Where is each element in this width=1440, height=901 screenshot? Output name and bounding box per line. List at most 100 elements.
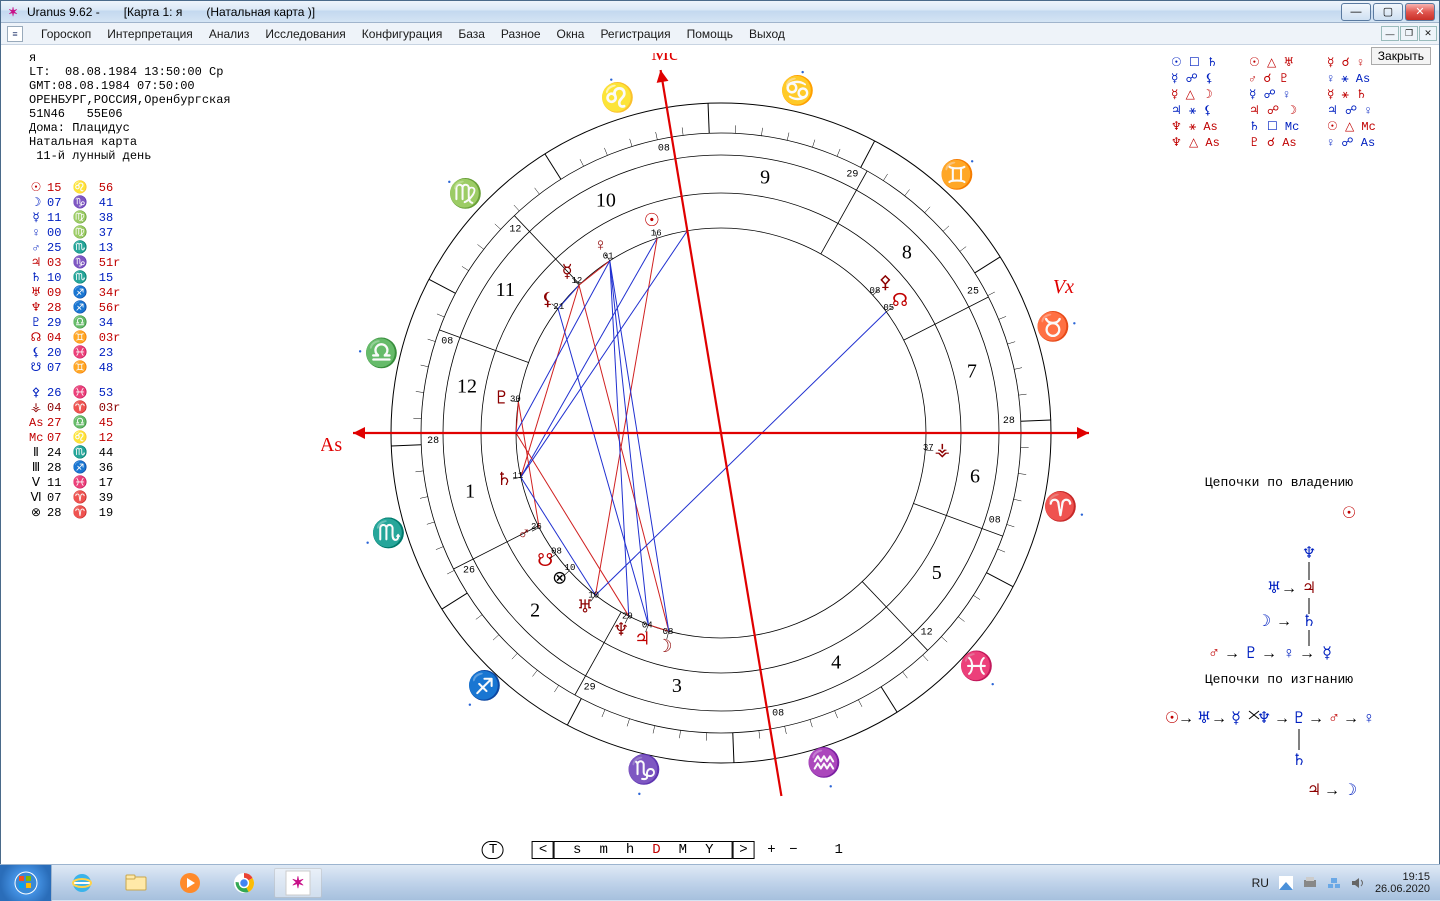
svg-text:29: 29 [846, 170, 858, 181]
app-icon: ✶ [5, 5, 21, 19]
time-navigator: T < smhDMY > + − 1 [482, 841, 843, 859]
planet-row: ♂25 ♏ 13 [29, 241, 120, 256]
aspects-table: ☉ ☐ ♄☉ △ ♅☿ ☌ ♀☿ ☍ ⚸♂ ☌ ♇♀ ⚹ As☿ △ ☽☿ ☍ … [1171, 55, 1389, 151]
svg-text:♈: ♈ [1043, 490, 1078, 523]
aspects-row: ♆ △ As♇ ☌ As♀ ☍ As [1171, 135, 1389, 151]
maximize-button[interactable]: ▢ [1373, 3, 1403, 21]
chart-header-info: я LT: 08.08.1984 13:50:00 Ср GMT:08.08.1… [29, 51, 231, 163]
taskbar-explorer-icon[interactable] [112, 868, 160, 898]
svg-text:☿: ☿ [1322, 645, 1332, 662]
svg-text:29: 29 [584, 682, 596, 693]
planet-row: ☊04 ♊ 03r [29, 331, 120, 346]
planet-row: Ⅵ07 ♈ 39 [29, 491, 120, 506]
tray-printer-icon[interactable] [1303, 876, 1317, 890]
tray-clock[interactable]: 19:15 26.06.2020 [1375, 871, 1430, 895]
chains-block: Цепочки по владению ☉ ♆ ♅→ ♃ ☽→ ♄ ♂→ ♇→ … [1149, 475, 1409, 809]
svg-text:♆: ♆ [1302, 545, 1316, 562]
close-button[interactable]: ✕ [1405, 3, 1435, 21]
tray-language[interactable]: RU [1252, 876, 1269, 890]
svg-text:♌: ♌ [600, 81, 635, 114]
mdi-close[interactable]: ✕ [1419, 26, 1437, 41]
svg-text:08: 08 [551, 547, 562, 557]
menu-item[interactable]: Разное [493, 25, 549, 43]
windows-taskbar[interactable]: ✶ RU 19:15 26.06.2020 [0, 864, 1440, 900]
svg-text:04: 04 [642, 621, 653, 631]
nav-unit[interactable]: h [626, 842, 634, 858]
taskbar-ie-icon[interactable] [58, 868, 106, 898]
svg-text:4: 4 [831, 651, 841, 673]
nav-today-button[interactable]: T [482, 841, 504, 859]
menu-item[interactable]: Гороскоп [33, 25, 99, 43]
menu-icon-stack[interactable]: ≡ [7, 26, 23, 42]
menu-item[interactable]: Помощь [679, 25, 741, 43]
svg-text:08: 08 [870, 286, 881, 296]
planet-row: ♅09 ♐ 34r [29, 286, 120, 301]
taskbar-chrome-icon[interactable] [220, 868, 268, 898]
menu-item[interactable]: Исследования [257, 25, 353, 43]
mdi-minimize[interactable]: ― [1381, 26, 1399, 41]
nav-unit-strip[interactable]: smhDMY [554, 841, 732, 859]
nav-prev-button[interactable]: < [532, 841, 554, 859]
svg-text:3: 3 [672, 675, 682, 697]
svg-text:☽: ☽ [1343, 782, 1357, 799]
planet-row: Mc07 ♌ 12 [29, 431, 120, 446]
menu-item[interactable]: Интерпретация [99, 25, 201, 43]
title-card: [Карта 1: я [124, 5, 183, 19]
svg-text:♐: ♐ [467, 669, 502, 702]
aspects-row: ☿ △ ☽☿ ☍ ♀☿ ⚹ ♄ [1171, 87, 1389, 103]
natal-chart-wheel: ♈♉♊♋♌♍♎♏♐♑♒♓2826290812082825290812081234… [321, 53, 1141, 843]
menu-item[interactable]: Выход [741, 25, 793, 43]
svg-text:♒: ♒ [807, 746, 842, 779]
nav-unit[interactable]: D [652, 842, 660, 858]
nav-unit[interactable]: M [679, 842, 687, 858]
planet-row: ⊗28 ♈ 19 [29, 506, 120, 521]
titlebar[interactable]: ✶ Uranus 9.62 - [Карта 1: я (Натальная к… [1, 1, 1439, 23]
svg-text:28: 28 [1003, 416, 1015, 427]
svg-text:16: 16 [651, 228, 662, 238]
tray-network-icon[interactable] [1327, 876, 1341, 890]
svg-text:♆: ♆ [613, 619, 629, 639]
svg-text:12: 12 [921, 628, 933, 639]
content-area: Закрыть я LT: 08.08.1984 13:50:00 Ср GMT… [1, 45, 1439, 881]
svg-text:30: 30 [510, 394, 521, 404]
menu-item[interactable]: Анализ [201, 25, 258, 43]
chains-diagram-1: ☉ ♆ ♅→ ♃ ☽→ ♄ ♂→ ♇→ ♀→ ☿ [1169, 498, 1389, 668]
nav-next-button[interactable]: > [732, 841, 754, 859]
svg-text:10: 10 [565, 563, 576, 573]
nav-unit[interactable]: m [599, 842, 607, 858]
planet-row: ♀00 ♍ 37 [29, 226, 120, 241]
svg-text:→: → [1224, 645, 1240, 662]
menu-item[interactable]: Окна [549, 25, 593, 43]
svg-text:→: → [1281, 580, 1297, 597]
minimize-button[interactable]: ― [1341, 3, 1371, 21]
svg-text:08: 08 [663, 627, 674, 637]
svg-text:☽: ☽ [656, 636, 672, 656]
menu-item[interactable]: Конфигурация [354, 25, 451, 43]
nav-minus-button[interactable]: − [782, 841, 804, 859]
svg-text:12: 12 [509, 224, 521, 235]
mdi-window-buttons: ― ❐ ✕ [1381, 26, 1439, 41]
svg-text:♂: ♂ [1328, 710, 1340, 727]
planet-row: ♆28 ♐ 56r [29, 301, 120, 316]
mdi-restore[interactable]: ❐ [1400, 26, 1418, 41]
start-button[interactable] [0, 865, 52, 901]
taskbar-media-icon[interactable] [166, 868, 214, 898]
svg-text:☊: ☊ [892, 290, 908, 310]
planet-row: Ⅴ11 ♓ 17 [29, 476, 120, 491]
system-tray[interactable]: RU 19:15 26.06.2020 [1252, 871, 1440, 895]
taskbar-uranus-icon[interactable]: ✶ [274, 868, 322, 898]
planet-row: ⚸20 ♓ 23 [29, 346, 120, 361]
menu-item[interactable]: База [450, 25, 493, 43]
tray-volume-icon[interactable] [1351, 876, 1365, 890]
planet-row: As27 ♎ 45 [29, 416, 120, 431]
planet-row: ⚶04 ♈ 03r [29, 401, 120, 416]
svg-text:→: → [1211, 710, 1227, 727]
svg-text:♂: ♂ [1208, 645, 1220, 662]
nav-plus-button[interactable]: + [760, 841, 782, 859]
tray-flag-icon[interactable] [1279, 876, 1293, 890]
aspects-row: ☉ ☐ ♄☉ △ ♅☿ ☌ ♀ [1171, 55, 1389, 71]
menu-item[interactable]: Регистрация [592, 25, 678, 43]
nav-unit[interactable]: s [573, 842, 581, 858]
nav-unit[interactable]: Y [705, 842, 713, 858]
svg-text:→: → [1276, 613, 1292, 630]
